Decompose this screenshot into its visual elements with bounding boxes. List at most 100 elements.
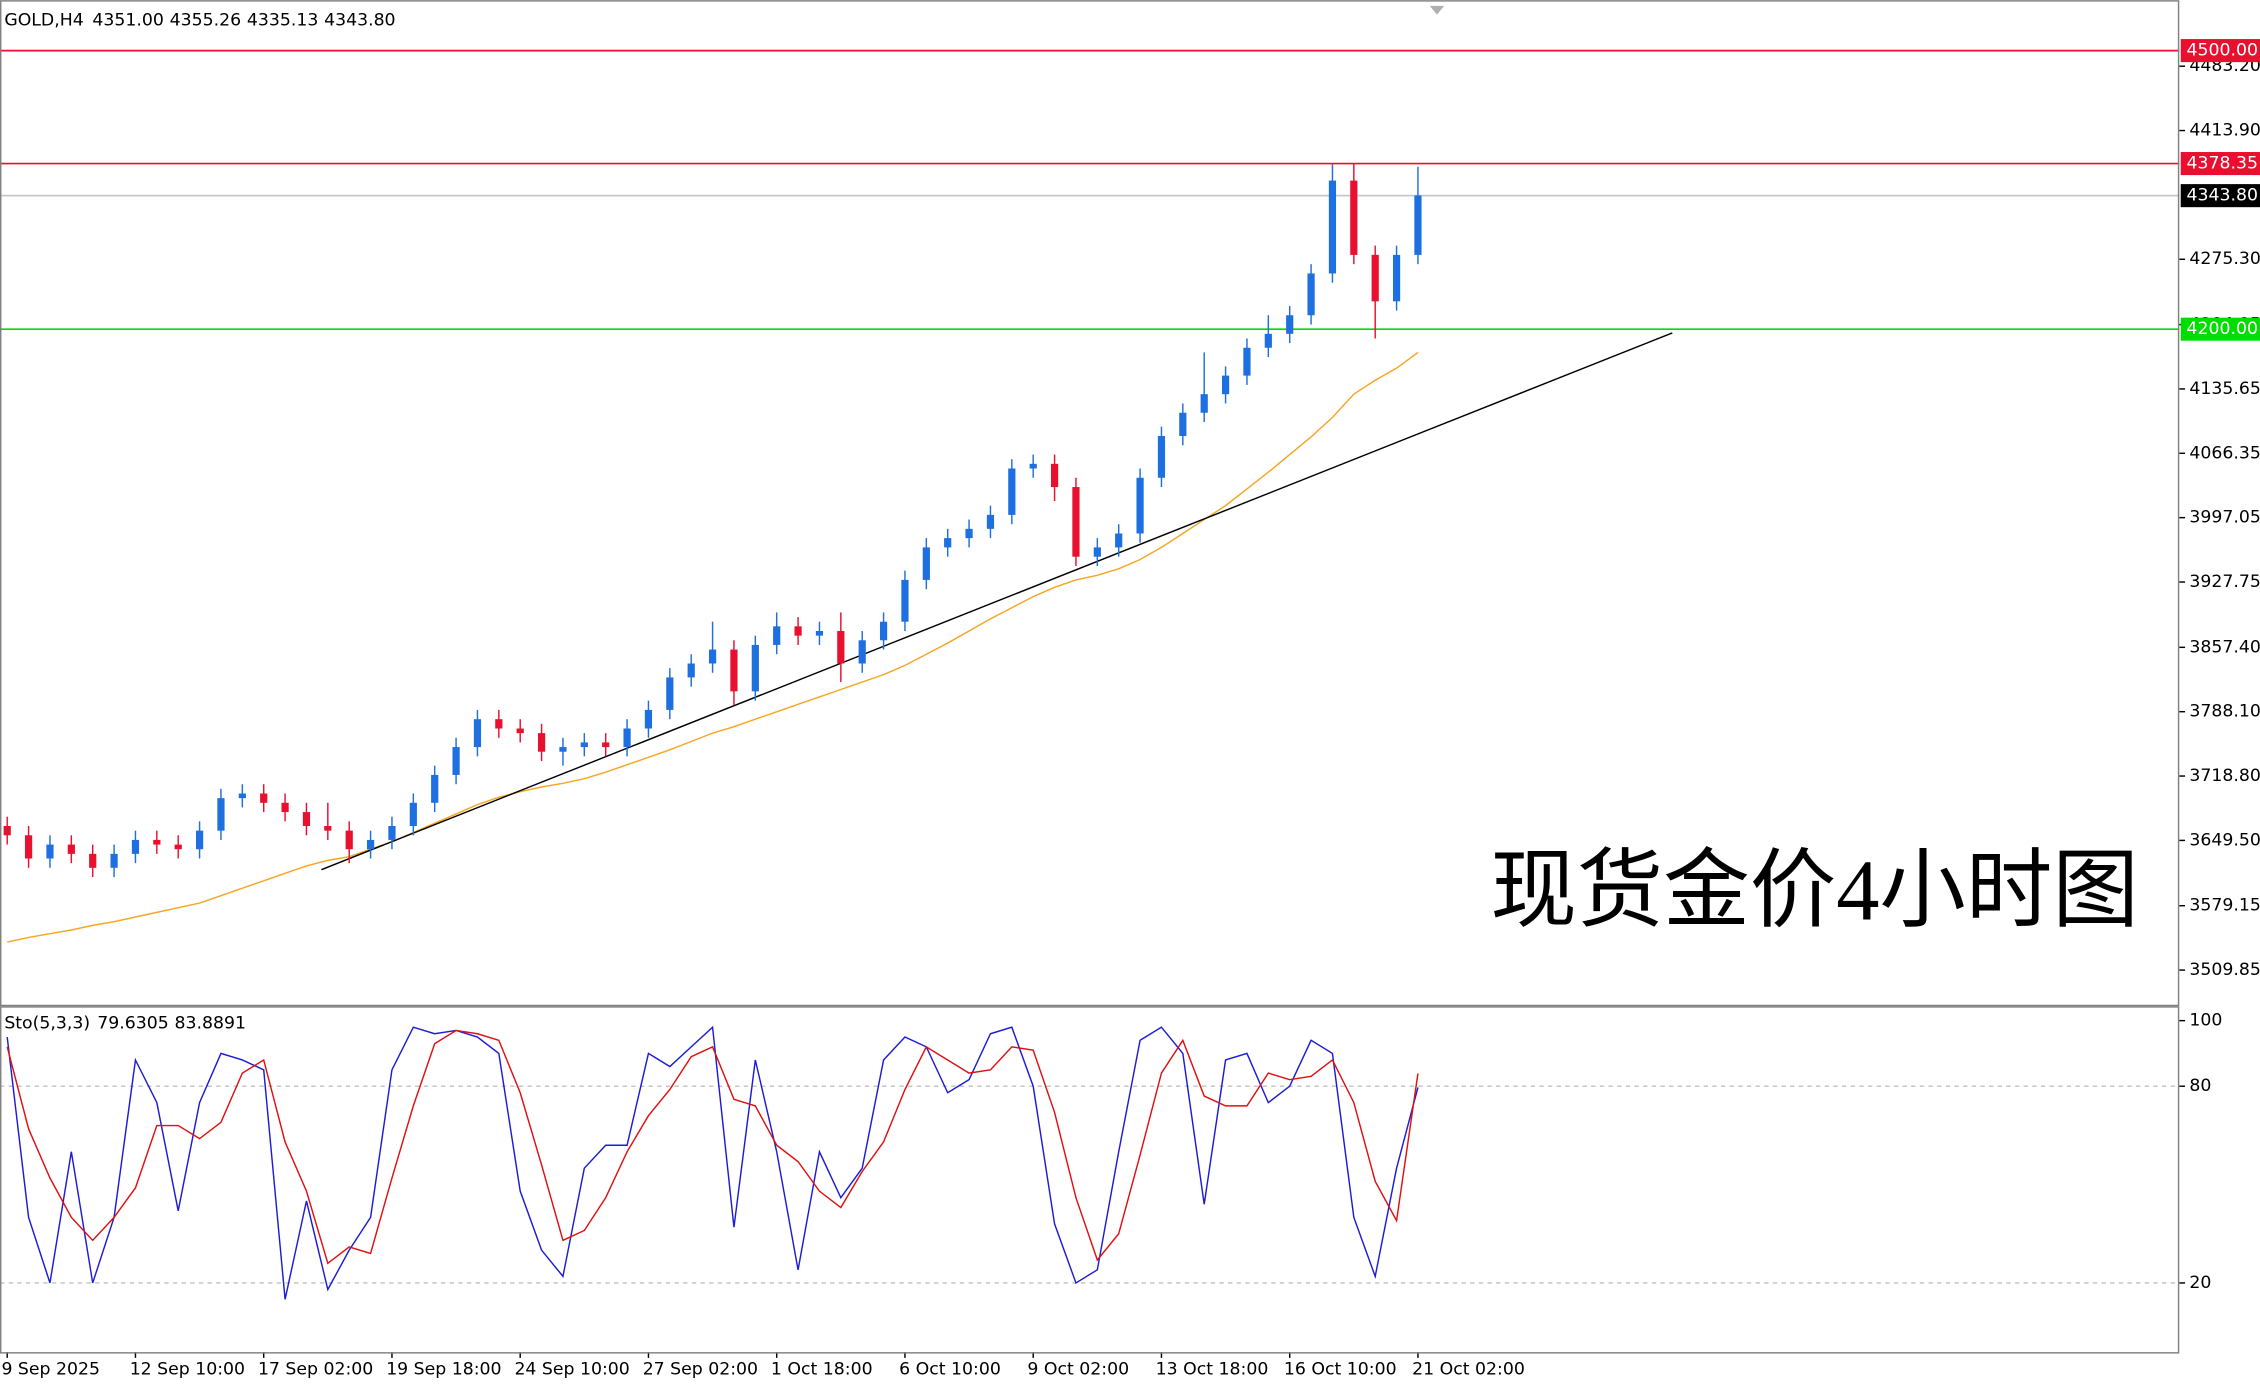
moving-average [7,351,1419,943]
x-tick-label: 6 Oct 10:00 [899,1359,1001,1379]
y-tick-label: 3649.50 [2189,830,2260,850]
x-tick-label: 1 Oct 18:00 [771,1359,873,1379]
open: 4351.00 [92,10,163,30]
candle-body [1200,394,1208,413]
candle-body [345,830,353,850]
candle-body [1029,463,1037,469]
candle-body [623,728,631,748]
candle-body [110,853,118,868]
x-tick-label: 9 Sep 2025 [1,1359,100,1379]
price-label: 4343.80 [2186,186,2257,206]
y-tick-label: 3927.75 [2189,572,2260,592]
candle-body [1243,347,1251,376]
candle-body [644,709,653,729]
x-tick-label: 17 Sep 02:00 [258,1359,373,1379]
candle-body [153,839,161,845]
y-tick-label: 4066.35 [2189,443,2260,463]
candle-body [730,649,738,692]
y-tick-label: 3509.85 [2189,960,2260,980]
candle-body [452,747,460,775]
price-label: 4500.00 [2186,41,2257,61]
price-label-box [2180,152,2260,176]
symbol: GOLD,H4 [4,10,83,30]
candle-body [324,826,332,831]
candle-body [195,830,204,850]
y-tick-label: 4275.30 [2189,249,2260,269]
candle-body [815,630,824,636]
x-tick-label: 9 Oct 02:00 [1027,1359,1129,1379]
y-tick-label: 4413.90 [2189,121,2260,141]
plot-layer: 3509.85 3579.15 3649.50 3718.80 3788.10 3857.… [0,39,2260,1379]
indicator-name: Sto(5,3,3) [4,1014,90,1034]
candle-body [260,793,268,803]
y-tick-label: 3718.80 [2189,766,2260,786]
candle-body [3,826,11,836]
k-value: 79.6305 [97,1014,168,1034]
candle-body [666,677,674,710]
sub-panel-frame [0,1006,2180,1354]
candle-body [1286,315,1294,334]
price-label-box [2180,39,2260,63]
candle-body [1093,547,1101,557]
candle-body [965,528,973,539]
y-tick-label: 4135.65 [2189,379,2260,399]
y-tick-label: 3997.05 [2189,508,2260,528]
x-tick-label: 19 Sep 18:00 [386,1359,501,1379]
candle-body [986,514,995,529]
candle-body [67,844,75,854]
x-tick-label: 27 Sep 02:00 [643,1359,758,1379]
candle-body [922,547,930,580]
candle-body [238,793,246,799]
low: 4335.13 [247,10,318,30]
candle-body [46,844,54,859]
candle-body [837,630,845,664]
candle-body [580,742,588,748]
price-label-box [2180,317,2260,341]
x-tick-label: 12 Sep 10:00 [130,1359,245,1379]
price-label-box [2180,184,2260,208]
candle-body [1350,180,1358,255]
watermark: 现货金价4小时图 [1490,842,2139,938]
y-tick-label: 3857.40 [2189,637,2260,657]
candle-body [1179,412,1187,436]
candle-body [1115,533,1123,548]
candle-body [537,733,546,752]
candle-body [1371,254,1379,302]
candle-body [174,844,182,850]
x-tick-label: 13 Oct 18:00 [1156,1359,1269,1379]
candle-body [1136,477,1144,534]
candle-body [217,798,225,831]
candle-body [1050,463,1059,488]
candle-body [388,826,396,840]
candle-body [516,728,524,734]
candle-body [794,626,802,636]
candle-body [495,719,503,729]
candle-body [431,774,439,803]
x-tick-label: 24 Sep 10:00 [514,1359,629,1379]
candle-body [1392,254,1401,302]
candle-body [1221,375,1230,395]
candle-body [1307,273,1315,316]
x-tick-label: 21 Oct 02:00 [1412,1359,1525,1379]
shift-marker [1429,5,1445,15]
price-label: 4200.00 [2186,319,2257,339]
candle-body [1072,487,1080,557]
candle-body [559,747,567,752]
candle-body [281,802,289,813]
candle-body [1008,468,1016,515]
candle-body [89,853,97,868]
candle-body [773,626,781,645]
indicator-header: Sto(5,3,3) 79.6305 83.8891 [4,1014,246,1034]
candle-body [901,579,909,622]
candle-body [131,839,140,854]
y-tick-label: 100 [2189,1011,2222,1031]
price-label: 4378.35 [2186,154,2257,174]
y-tick-label: 80 [2189,1076,2211,1096]
candle-body [708,649,717,664]
candle-body [751,644,759,692]
candle-body [687,663,695,678]
main-panel-frame [0,0,2180,1007]
candle-body [602,742,610,748]
close: 4343.80 [324,10,395,30]
